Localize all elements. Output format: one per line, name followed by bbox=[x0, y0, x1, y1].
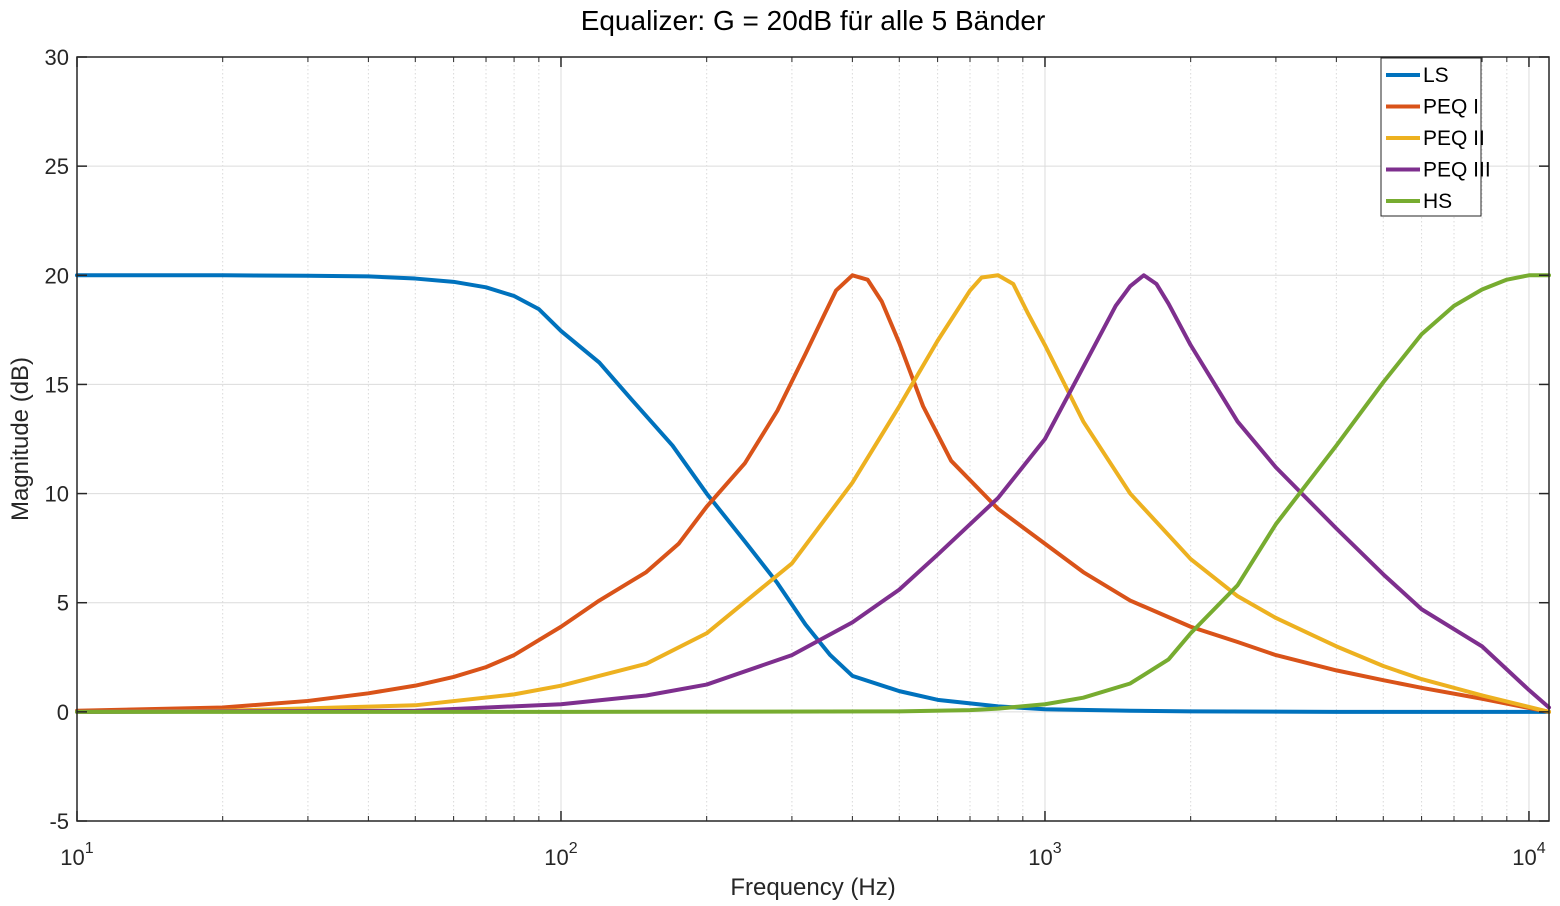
series-line-peq-i bbox=[75, 273, 1551, 714]
y-axis-label: Magnitude (dB) bbox=[7, 357, 34, 521]
chart-title: Equalizer: G = 20dB für alle 5 Bänder bbox=[581, 5, 1046, 36]
y-tick-label: 20 bbox=[45, 263, 69, 288]
x-axis-label: Frequency (Hz) bbox=[730, 874, 895, 901]
legend: LS PEQ I PEQ II PEQ III HS bbox=[1380, 57, 1491, 217]
y-tick-label: 25 bbox=[45, 154, 69, 179]
series-lines bbox=[75, 273, 1551, 714]
legend-label: PEQ II bbox=[1423, 127, 1485, 150]
series-line-peq-iii bbox=[75, 273, 1551, 714]
tick-labels: -5 0 5 10 15 20 25 30 101 102 103 104 bbox=[45, 45, 1546, 870]
y-tick-label: 30 bbox=[45, 45, 69, 70]
axis-ticks bbox=[76, 56, 1549, 822]
y-tick-label: 15 bbox=[45, 372, 69, 397]
axes-frame bbox=[76, 56, 1550, 822]
legend-label: PEQ I bbox=[1423, 96, 1479, 119]
y-tick-label: 10 bbox=[45, 482, 69, 507]
series-line-peq-ii bbox=[75, 273, 1551, 714]
legend-label: LS bbox=[1423, 64, 1449, 87]
x-tick-label: 104 bbox=[1512, 840, 1545, 870]
series-line-hs bbox=[75, 273, 1551, 714]
legend-label: HS bbox=[1423, 190, 1452, 213]
y-tick-label: 5 bbox=[57, 591, 69, 616]
series-line-ls bbox=[75, 273, 1551, 714]
x-tick-label: 101 bbox=[60, 840, 93, 870]
y-tick-label: 0 bbox=[57, 700, 69, 725]
y-tick-label: -5 bbox=[49, 809, 69, 834]
legend-box bbox=[1380, 57, 1482, 217]
x-tick-label: 103 bbox=[1028, 840, 1061, 870]
plot-area bbox=[77, 57, 1549, 821]
x-tick-label: 102 bbox=[544, 840, 577, 870]
legend-label: PEQ III bbox=[1423, 159, 1491, 182]
